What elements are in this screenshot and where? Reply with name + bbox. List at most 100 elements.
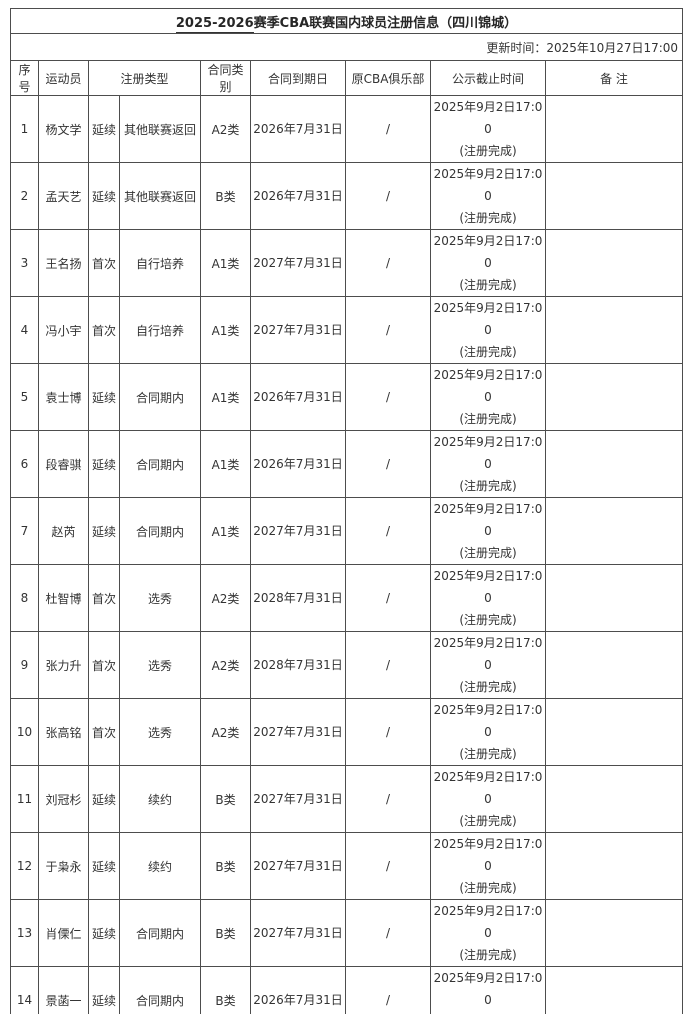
cell-no: 2 xyxy=(10,162,39,230)
cell-expiry: 2027年7月31日 xyxy=(250,497,346,565)
cell-name: 景菡一 xyxy=(38,966,89,1014)
cell-remark xyxy=(544,363,684,431)
cell-remark xyxy=(544,430,684,498)
cell-expiry: 2026年7月31日 xyxy=(250,162,346,230)
table-row: 9 张力升 首次 选秀 A2类 2028年7月31日/2025年9月2日17:00 (注册完… xyxy=(10,631,684,699)
cell-reg-status: 延续 xyxy=(88,95,120,163)
cell-expiry: 2027年7月31日 xyxy=(250,698,346,766)
col-header-no: 序 号 xyxy=(10,60,39,96)
cell-line: 2026年7月31日 xyxy=(253,457,343,471)
cell-reg-type: 续约 xyxy=(119,832,201,900)
table-row: 7 赵芮 延续 合同期内 A1类 2027年7月31日/2025年9月2日17:00 (注册… xyxy=(10,497,684,565)
cell-no: 11 xyxy=(10,765,39,833)
cell-line: 2027年7月31日 xyxy=(253,725,343,739)
cell-former-club: / xyxy=(345,95,431,163)
update-time-row: 更新时间：2025年10月27日17:00 xyxy=(9,33,684,61)
cell-line: 2027年7月31日 xyxy=(253,792,343,806)
col-header-contract-class: 合同类别 xyxy=(200,60,251,96)
cell-expiry: 2027年7月31日 xyxy=(250,832,346,900)
cell-remark xyxy=(544,162,684,230)
cell-line: (注册完成) xyxy=(459,412,517,426)
cell-expiry: 2028年7月31日 xyxy=(250,631,346,699)
table-row: 3 王名扬 首次 自行培养 A1类 2027年7月31日/2025年9月2日17:00 (注… xyxy=(10,229,684,297)
cell-line: 2025年9月2日17:00 xyxy=(433,770,543,806)
cell-reg-status: 延续 xyxy=(88,497,120,565)
cell-line: (注册完成) xyxy=(459,479,517,493)
column-header-row: 序 号 运动员 注册类型 合同类别 合同到期日 原CBA俱乐部 公示截止时间 备… xyxy=(10,60,684,96)
col-header-remark: 备 注 xyxy=(544,60,684,96)
title-rest: 赛季CBA联赛国内球员注册信息（四川锦城） xyxy=(253,15,518,31)
cell-reg-type: 合同期内 xyxy=(119,966,201,1014)
cell-name: 肖傈仁 xyxy=(38,899,89,967)
cell-reg-type: 选秀 xyxy=(119,564,201,632)
cell-former-club: / xyxy=(345,497,431,565)
table-row: 6 段睿骐 延续 合同期内 A1类 2026年7月31日/2025年9月2日17:00 (注… xyxy=(10,430,684,498)
cell-name: 杨文学 xyxy=(38,95,89,163)
cell-line: (注册完成) xyxy=(459,747,517,761)
cell-line: 2027年7月31日 xyxy=(253,926,343,940)
cell-no: 9 xyxy=(10,631,39,699)
cell-no: 4 xyxy=(10,296,39,364)
cell-reg-type: 合同期内 xyxy=(119,899,201,967)
cell-reg-status: 首次 xyxy=(88,698,120,766)
cell-expiry: 2026年7月31日 xyxy=(250,430,346,498)
table-row: 12 于枭永 延续 续约 B类 2027年7月31日/2025年9月2日17:00 (注册完… xyxy=(10,832,684,900)
cell-remark xyxy=(544,564,684,632)
cell-line: 2026年7月31日 xyxy=(253,189,343,203)
cell-deadline: 2025年9月2日17:00 (注册完成) xyxy=(430,162,546,230)
cell-contract-class: A2类 xyxy=(200,564,251,632)
cell-remark xyxy=(544,765,684,833)
table-row: 5 袁士博 延续 合同期内 A1类 2026年7月31日/2025年9月2日17:00 (注… xyxy=(10,363,684,431)
page-title: 2025-2026赛季CBA联赛国内球员注册信息（四川锦城） xyxy=(9,8,684,34)
col-header-reg-type: 注册类型 xyxy=(88,60,201,96)
table-row: 4 冯小宇 首次 自行培养 A1类 2027年7月31日/2025年9月2日17:00 (注… xyxy=(10,296,684,364)
cell-reg-status: 延续 xyxy=(88,430,120,498)
cell-line: 2028年7月31日 xyxy=(253,658,343,672)
cell-line: 2026年7月31日 xyxy=(253,122,343,136)
cell-name: 张高铭 xyxy=(38,698,89,766)
cell-line: 2025年9月2日17:00 xyxy=(433,167,543,203)
cell-line: (注册完成) xyxy=(459,211,517,225)
cell-contract-class: B类 xyxy=(200,899,251,967)
cell-line: (注册完成) xyxy=(459,546,517,560)
cell-contract-class: B类 xyxy=(200,966,251,1014)
cell-remark xyxy=(544,832,684,900)
cell-former-club: / xyxy=(345,296,431,364)
cell-name: 段睿骐 xyxy=(38,430,89,498)
cell-reg-status: 延续 xyxy=(88,899,120,967)
table-row: 1 杨文学 延续 其他联赛返回 A2类 2026年7月31日/2025年9月2日17:00… xyxy=(10,95,684,163)
cell-former-club: / xyxy=(345,363,431,431)
cell-remark xyxy=(544,229,684,297)
cell-name: 王名扬 xyxy=(38,229,89,297)
cell-remark xyxy=(544,497,684,565)
cell-line: 2025年9月2日17:00 xyxy=(433,636,543,672)
cell-contract-class: A1类 xyxy=(200,497,251,565)
cell-line: (注册完成) xyxy=(459,948,517,962)
cell-former-club: / xyxy=(345,899,431,967)
cell-former-club: / xyxy=(345,966,431,1014)
cell-expiry: 2027年7月31日 xyxy=(250,296,346,364)
cell-contract-class: A2类 xyxy=(200,698,251,766)
cell-deadline: 2025年9月2日17:00(注册完成) xyxy=(430,966,546,1014)
table-row: 8 杜智博 首次 选秀 A2类 2028年7月31日/2025年9月2日17:00 (注册完… xyxy=(10,564,684,632)
cell-former-club: / xyxy=(345,162,431,230)
table-row: 2 孟天艺 延续 其他联赛返回 B类 2026年7月31日/2025年9月2日17:00 (… xyxy=(10,162,684,230)
table-row: 14景菡一延续合同期内B类2026年7月31日/2025年9月2日17:00(注… xyxy=(10,966,684,1014)
cell-reg-type: 其他联赛返回 xyxy=(119,95,201,163)
cell-contract-class: B类 xyxy=(200,765,251,833)
cell-deadline: 2025年9月2日17:00(注册完成) xyxy=(430,899,546,967)
cell-line: (注册完成) xyxy=(459,814,517,828)
cell-line: 2026年7月31日 xyxy=(253,390,343,404)
table-row: 13 肖傈仁 延续 合同期内 B类 2027年7月31日/2025年9月2日17:00 (注… xyxy=(10,899,684,967)
cell-line: 2025年9月2日17:00 xyxy=(433,703,543,739)
table-row: 10 张高铭 首次 选秀 A2类 2027年7月31日/2025年9月2日17:00 (注册… xyxy=(10,698,684,766)
cell-line: (注册完成) xyxy=(459,144,517,158)
cell-line: 2025年9月2日17:00 xyxy=(433,502,543,538)
cell-remark xyxy=(544,631,684,699)
cell-name: 于枭永 xyxy=(38,832,89,900)
cell-remark xyxy=(544,296,684,364)
col-header-athlete: 运动员 xyxy=(38,60,89,96)
cell-expiry: 2027年7月31日 xyxy=(250,229,346,297)
title-row: 2025-2026赛季CBA联赛国内球员注册信息（四川锦城） xyxy=(9,8,684,34)
cell-reg-type: 其他联赛返回 xyxy=(119,162,201,230)
